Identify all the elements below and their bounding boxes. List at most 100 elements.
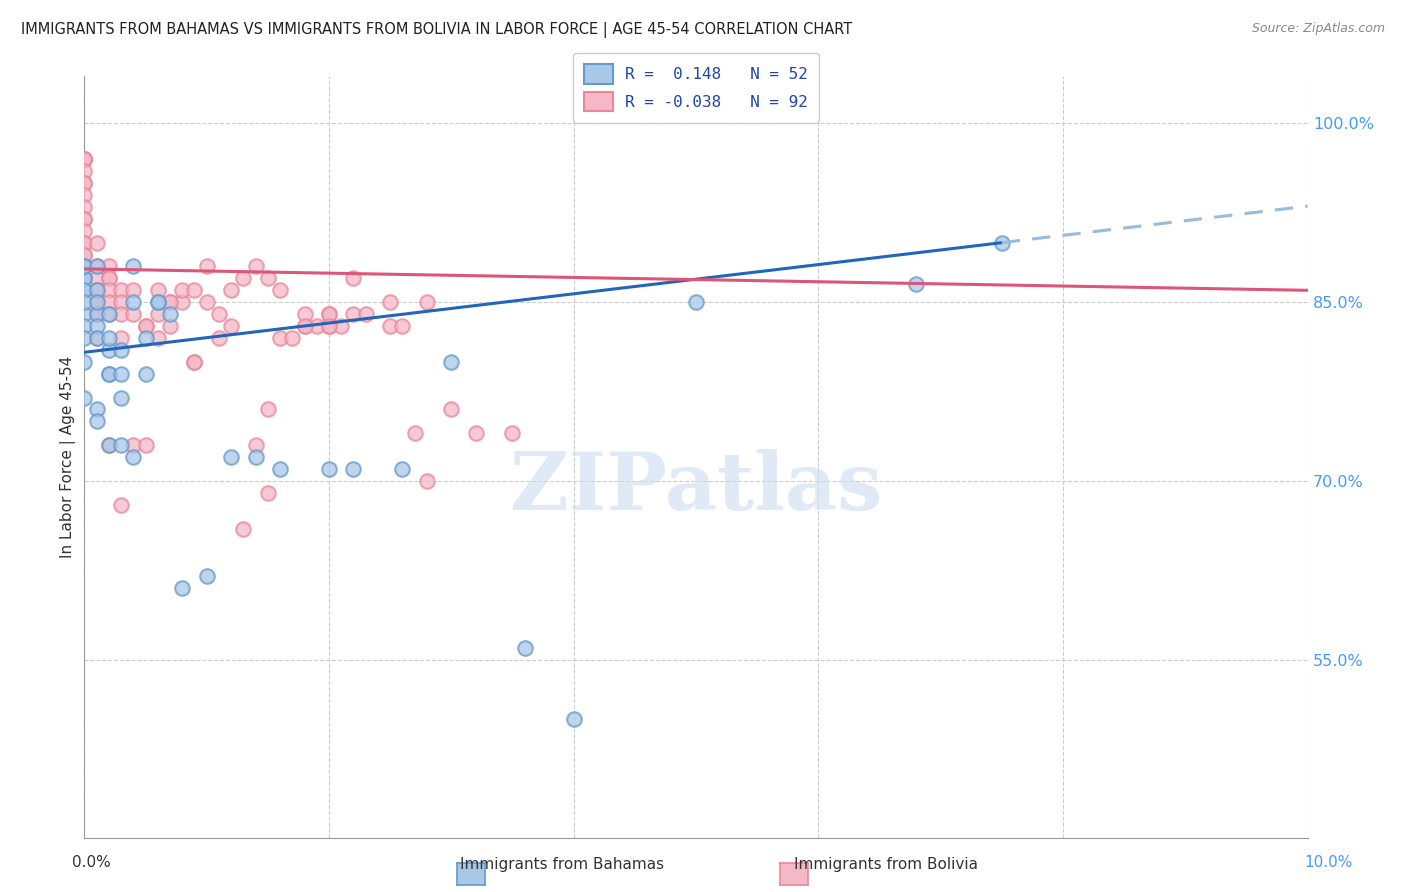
Point	[232, 522, 254, 536]
Point	[86, 235, 108, 250]
Point	[110, 367, 132, 381]
Point	[416, 474, 439, 488]
Point	[86, 260, 108, 274]
Point	[440, 355, 463, 369]
Point	[245, 438, 267, 452]
Point	[110, 307, 132, 321]
Point	[86, 402, 108, 417]
Point	[73, 271, 96, 285]
Point	[146, 331, 169, 345]
Point	[172, 295, 194, 310]
Point	[86, 414, 108, 428]
Point	[86, 271, 108, 285]
Point	[73, 188, 96, 202]
Point	[172, 283, 194, 297]
Y-axis label: In Labor Force | Age 45-54: In Labor Force | Age 45-54	[60, 356, 76, 558]
Text: IMMIGRANTS FROM BAHAMAS VS IMMIGRANTS FROM BOLIVIA IN LABOR FORCE | AGE 45-54 CO: IMMIGRANTS FROM BAHAMAS VS IMMIGRANTS FR…	[21, 22, 852, 38]
Point	[318, 319, 340, 334]
Text: ZIPatlas: ZIPatlas	[510, 449, 882, 526]
Point	[440, 402, 463, 417]
Point	[159, 319, 181, 334]
Point	[86, 319, 108, 334]
Point	[135, 367, 157, 381]
Point	[232, 271, 254, 285]
Point	[183, 283, 205, 297]
Point	[342, 271, 364, 285]
Point	[73, 211, 96, 226]
Point	[73, 247, 96, 261]
Point	[110, 391, 132, 405]
Point	[73, 260, 96, 274]
Point	[342, 462, 364, 476]
Text: Immigrants from Bahamas: Immigrants from Bahamas	[460, 857, 665, 872]
Point	[380, 319, 402, 334]
Point	[97, 331, 120, 345]
Point	[86, 331, 108, 345]
Point	[73, 391, 96, 405]
Point	[281, 331, 304, 345]
Point	[86, 295, 108, 310]
Point	[86, 307, 108, 321]
Point	[73, 235, 96, 250]
Point	[97, 438, 120, 452]
Point	[73, 153, 96, 167]
Legend: R =  0.148   N = 52, R = -0.038   N = 92: R = 0.148 N = 52, R = -0.038 N = 92	[572, 54, 820, 122]
Point	[122, 438, 145, 452]
Point	[110, 343, 132, 357]
Point	[318, 319, 340, 334]
Point	[219, 283, 242, 297]
Point	[464, 426, 486, 441]
Point	[135, 319, 157, 334]
Point	[562, 712, 585, 726]
Point	[245, 450, 267, 464]
Point	[73, 224, 96, 238]
Point	[97, 295, 120, 310]
Point	[122, 260, 145, 274]
Point	[73, 200, 96, 214]
Point	[905, 277, 928, 292]
Point	[269, 331, 291, 345]
Point	[86, 331, 108, 345]
Point	[502, 426, 524, 441]
Point	[86, 283, 108, 297]
Point	[73, 355, 96, 369]
Point	[86, 307, 108, 321]
Point	[110, 283, 132, 297]
Point	[97, 271, 120, 285]
Point	[380, 295, 402, 310]
Point	[97, 307, 120, 321]
Point	[110, 438, 132, 452]
Point	[146, 295, 169, 310]
Point	[97, 283, 120, 297]
Point	[122, 283, 145, 297]
Point	[257, 486, 280, 500]
Point	[159, 307, 181, 321]
Text: Immigrants from Bolivia: Immigrants from Bolivia	[794, 857, 977, 872]
Point	[208, 307, 231, 321]
Point	[391, 319, 413, 334]
Point	[86, 295, 108, 310]
Point	[305, 319, 328, 334]
Text: Source: ZipAtlas.com: Source: ZipAtlas.com	[1251, 22, 1385, 36]
Point	[73, 271, 96, 285]
Point	[86, 307, 108, 321]
Point	[97, 367, 120, 381]
Point	[257, 271, 280, 285]
Point	[183, 355, 205, 369]
Point	[122, 450, 145, 464]
Point	[135, 438, 157, 452]
Point	[195, 569, 218, 583]
Point	[294, 319, 316, 334]
Point	[73, 307, 96, 321]
Point	[183, 355, 205, 369]
Point	[513, 640, 536, 655]
Point	[73, 164, 96, 178]
Point	[110, 498, 132, 512]
Point	[342, 307, 364, 321]
Point	[219, 319, 242, 334]
Point	[318, 307, 340, 321]
Point	[391, 462, 413, 476]
Point	[195, 295, 218, 310]
Point	[73, 153, 96, 167]
Point	[208, 331, 231, 345]
